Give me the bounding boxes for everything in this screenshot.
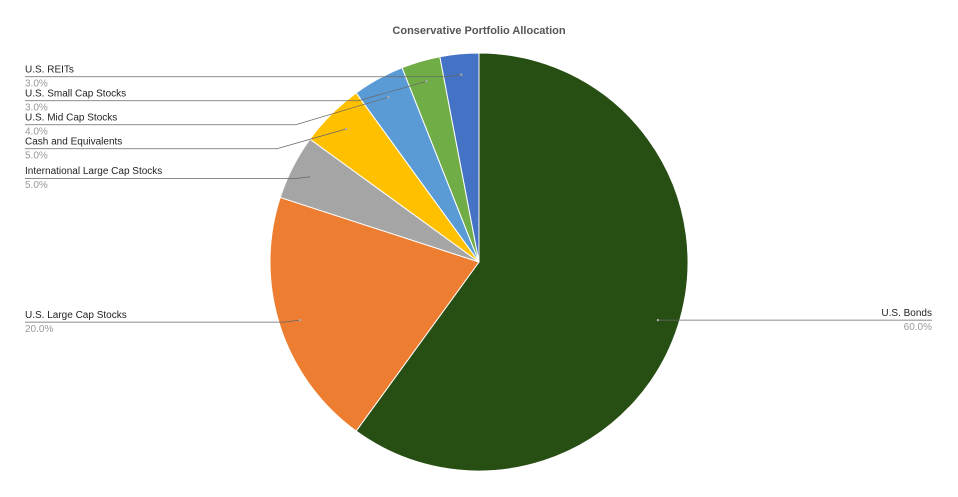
leader-line bbox=[25, 319, 301, 323]
leader-line bbox=[25, 74, 462, 78]
value-label: 60.0% bbox=[904, 322, 932, 333]
leader-dot bbox=[310, 175, 313, 178]
value-label: 4.0% bbox=[25, 126, 48, 137]
leader-dot bbox=[656, 318, 660, 322]
pie-slice bbox=[355, 52, 689, 472]
chart-title: Conservative Portfolio Allocation bbox=[392, 25, 565, 37]
value-label: 5.0% bbox=[25, 150, 48, 161]
leader-line bbox=[25, 96, 389, 126]
value-label: 3.0% bbox=[25, 78, 48, 89]
leader-dot bbox=[298, 318, 302, 322]
slice-label: U.S. Bonds bbox=[881, 308, 932, 319]
leader-dot bbox=[387, 95, 390, 99]
slice-label: U.S. REITs bbox=[25, 64, 74, 75]
value-label: 3.0% bbox=[25, 102, 48, 113]
leader-dot bbox=[460, 73, 463, 76]
leader-line bbox=[25, 128, 347, 150]
slice-label: U.S. Mid Cap Stocks bbox=[25, 112, 117, 123]
pie-slice bbox=[439, 52, 480, 263]
leader-dot bbox=[344, 127, 348, 131]
value-label: 5.0% bbox=[25, 180, 48, 191]
value-label: 20.0% bbox=[25, 324, 53, 335]
leader-line bbox=[25, 176, 312, 179]
slice-label: U.S. Small Cap Stocks bbox=[25, 88, 126, 99]
slice-label: U.S. Large Cap Stocks bbox=[25, 310, 127, 321]
leader-dot bbox=[425, 80, 428, 83]
pie-slice bbox=[269, 196, 480, 432]
slice-label: Cash and Equivalents bbox=[25, 136, 122, 147]
slice-label: International Large Cap Stocks bbox=[25, 166, 162, 177]
leader-line bbox=[25, 81, 427, 102]
